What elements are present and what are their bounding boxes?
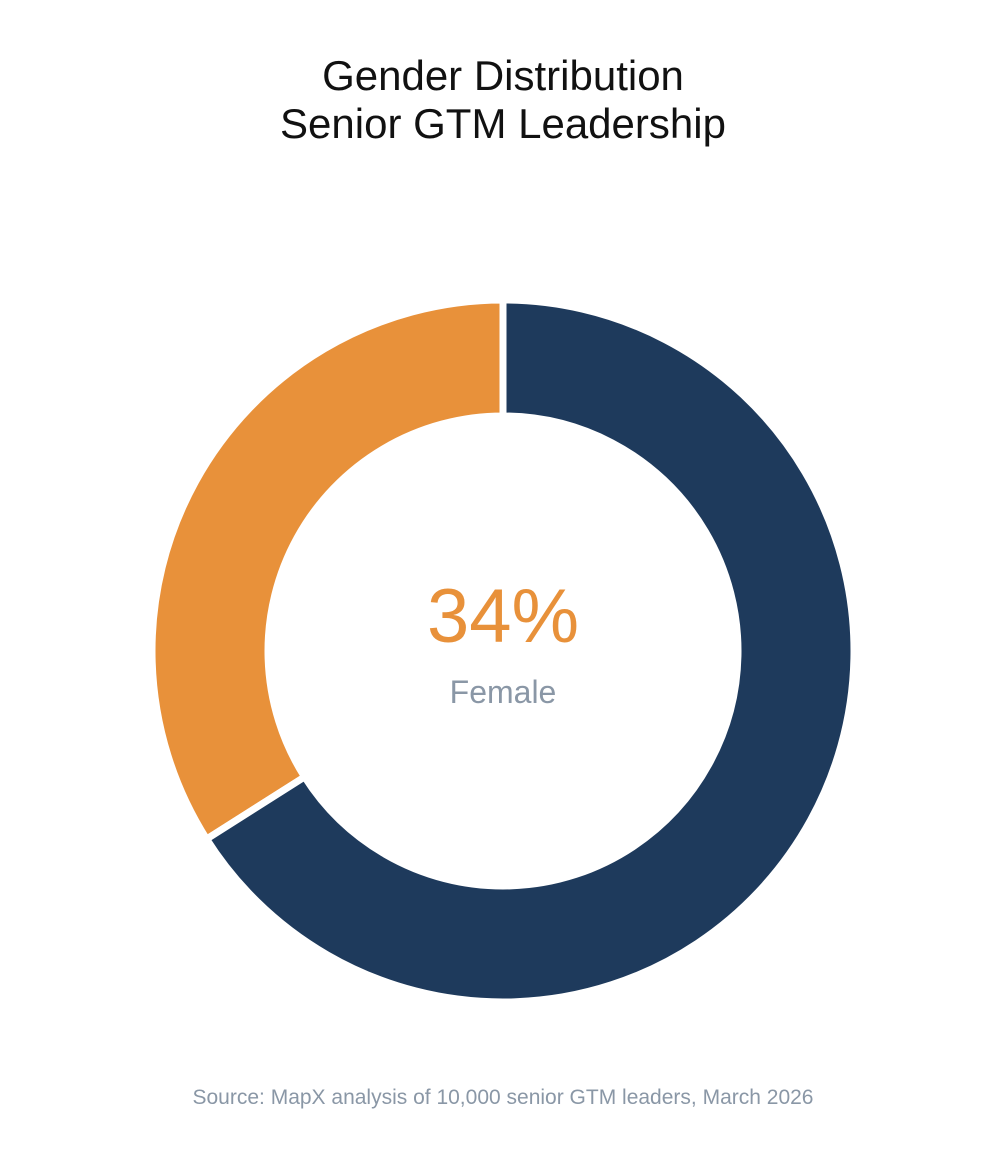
chart-title: Gender Distribution Senior GTM Leadershi…	[0, 52, 1006, 148]
chart-title-line-1: Gender Distribution	[322, 52, 684, 99]
center-label: Female	[449, 674, 557, 710]
source-note: Source: MapX analysis of 10,000 senior G…	[192, 1086, 814, 1109]
donut-slice-remainder	[201, 296, 858, 1006]
donut-slice-female	[148, 296, 507, 844]
chart-title-line-2: Senior GTM Leadership	[280, 100, 726, 147]
center-percentage: 34%	[426, 574, 580, 659]
